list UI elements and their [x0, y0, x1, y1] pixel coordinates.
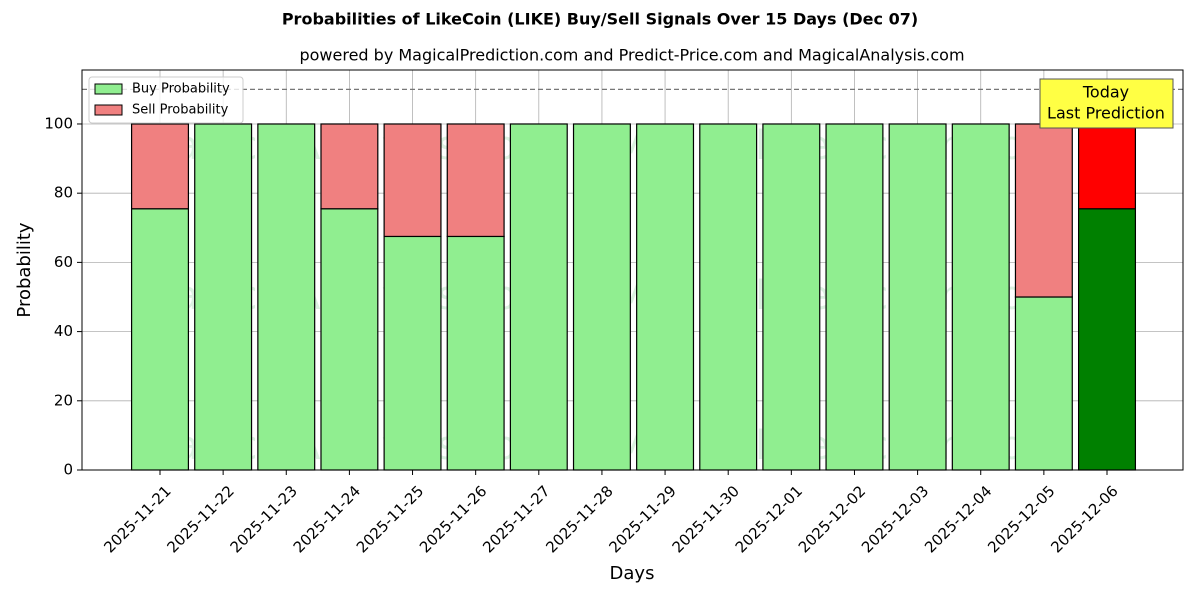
- x-tick-label: 2025-12-02: [795, 482, 869, 556]
- x-tick-label: 2025-11-24: [290, 482, 364, 556]
- bar: [383, 123, 442, 238]
- legend-box: [88, 76, 244, 124]
- x-tick-label: 2025-11-21: [100, 482, 174, 556]
- legend-label: Sell Probability: [132, 103, 229, 118]
- bar: [951, 123, 1010, 471]
- bar: [636, 123, 695, 471]
- bar: [130, 208, 190, 471]
- bar: [1014, 296, 1073, 471]
- y-tick-label: 0: [63, 461, 73, 479]
- plot-frame: [81, 69, 1184, 471]
- chart-title: Probabilities of LikeCoin (LIKE) Buy/Sel…: [282, 10, 918, 29]
- x-tick-label: 2025-12-06: [1047, 482, 1121, 556]
- y-axis-label: Probability: [14, 222, 35, 317]
- bar: [1077, 208, 1137, 471]
- x-tick-label: 2025-11-27: [479, 482, 553, 556]
- x-axis-label: Days: [610, 563, 655, 584]
- y-tick-label: 40: [54, 322, 73, 340]
- bar: [257, 123, 316, 471]
- bar: [446, 235, 505, 471]
- x-tick-label: 2025-12-05: [984, 482, 1058, 556]
- bar: [699, 123, 758, 471]
- bar: [320, 123, 379, 210]
- legend-swatch: [94, 83, 123, 95]
- x-tick-label: 2025-11-30: [669, 482, 743, 556]
- bar: [1077, 123, 1137, 210]
- y-tick-label: 80: [54, 184, 73, 202]
- x-tick-label: 2025-11-25: [353, 482, 427, 556]
- y-tick-label: 60: [54, 253, 73, 271]
- y-tick-label: 20: [54, 391, 73, 409]
- bar: [1014, 123, 1073, 298]
- x-tick-label: 2025-11-28: [542, 482, 616, 556]
- annotation-box: [1039, 78, 1174, 129]
- legend-label: Buy Probability: [132, 82, 230, 97]
- bar: [888, 123, 947, 471]
- x-tick-label: 2025-12-04: [921, 482, 995, 556]
- bar: [383, 235, 442, 471]
- x-tick-label: 2025-11-26: [416, 482, 490, 556]
- legend-swatch: [94, 104, 123, 116]
- annotation-text: Last Prediction: [1047, 104, 1165, 123]
- chart-subtitle: powered by MagicalPrediction.com and Pre…: [299, 46, 964, 65]
- bar: [825, 123, 884, 471]
- y-tick-label: 100: [44, 114, 73, 132]
- bar: [194, 123, 253, 471]
- x-tick-label: 2025-12-03: [858, 482, 932, 556]
- x-tick-label: 2025-11-22: [164, 482, 238, 556]
- bar: [446, 123, 505, 238]
- bar: [762, 123, 821, 471]
- x-tick-label: 2025-11-23: [227, 482, 301, 556]
- annotation-text: Today: [1082, 83, 1129, 102]
- bar: [320, 208, 379, 471]
- x-tick-label: 2025-11-29: [605, 482, 679, 556]
- bar: [130, 123, 190, 210]
- bar: [509, 123, 568, 471]
- x-tick-label: 2025-12-01: [732, 482, 806, 556]
- bar: [572, 123, 631, 471]
